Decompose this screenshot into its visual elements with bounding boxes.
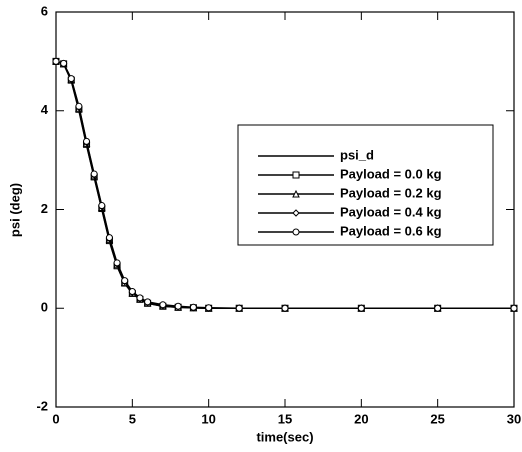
marker [281, 304, 289, 312]
legend-label: Payload = 0.6 kg [340, 223, 442, 238]
marker [113, 259, 121, 267]
x-tick-label: 20 [354, 411, 368, 426]
legend-label: Payload = 0.0 kg [340, 166, 442, 181]
legend-label: Payload = 0.2 kg [340, 185, 442, 200]
marker [510, 304, 518, 312]
marker [174, 302, 182, 310]
y-tick-label: -2 [36, 398, 48, 413]
marker [292, 171, 300, 179]
x-tick-label: 25 [430, 411, 444, 426]
marker [83, 137, 91, 145]
marker [144, 298, 152, 306]
marker [434, 304, 442, 312]
marker [98, 202, 106, 210]
marker [60, 59, 68, 67]
y-tick-label: 6 [41, 3, 48, 18]
marker [159, 301, 167, 309]
marker [105, 234, 113, 242]
legend-label: Payload = 0.4 kg [340, 204, 442, 219]
x-tick-label: 5 [129, 411, 136, 426]
y-tick-label: 0 [41, 300, 48, 315]
marker [235, 304, 243, 312]
marker [128, 287, 136, 295]
x-tick-label: 0 [52, 411, 59, 426]
y-tick-label: 4 [41, 102, 49, 117]
marker [292, 209, 300, 217]
marker [357, 304, 365, 312]
marker [292, 228, 300, 236]
x-tick-label: 15 [278, 411, 292, 426]
marker [52, 57, 60, 65]
marker [136, 294, 144, 302]
marker [121, 277, 129, 285]
legend-box [237, 124, 494, 246]
x-tick-label: 30 [507, 411, 521, 426]
y-axis-label: psi (deg) [7, 183, 22, 237]
y-tick-label: 2 [41, 201, 48, 216]
marker [67, 75, 75, 83]
marker [90, 170, 98, 178]
marker [189, 303, 197, 311]
series-line [55, 60, 514, 309]
legend-label: psi_d [340, 147, 374, 162]
x-tick-label: 10 [201, 411, 215, 426]
x-axis-label: time(sec) [256, 429, 313, 444]
marker [292, 189, 300, 198]
marker [205, 304, 213, 312]
marker [75, 102, 83, 110]
